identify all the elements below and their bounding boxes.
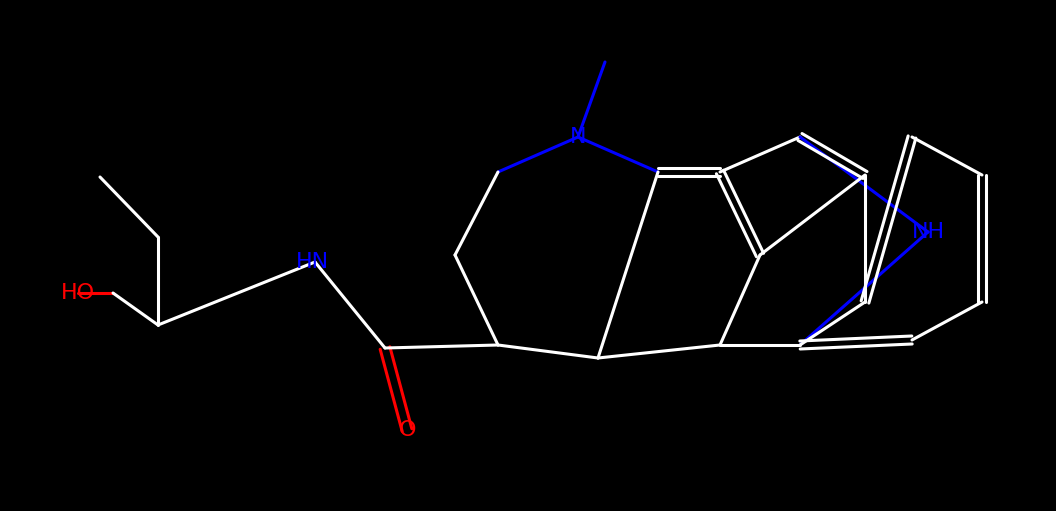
Text: NH: NH — [911, 222, 944, 242]
Text: HO: HO — [61, 283, 95, 303]
Text: O: O — [398, 420, 416, 440]
Text: N: N — [570, 127, 586, 147]
Text: HN: HN — [296, 252, 328, 272]
